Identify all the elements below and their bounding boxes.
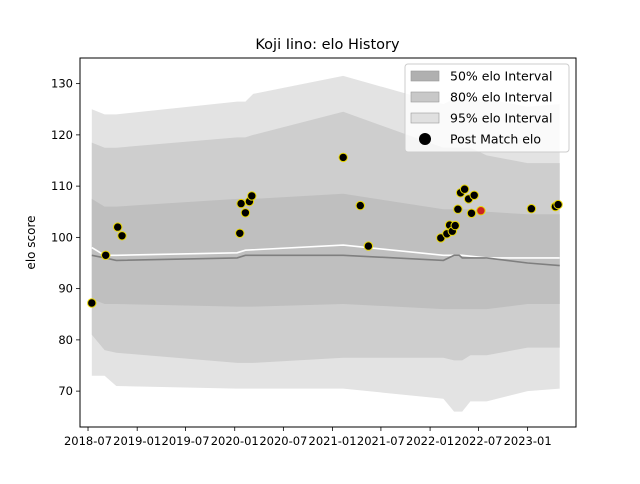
post-match-point (247, 191, 257, 201)
legend-swatch (410, 91, 440, 103)
plot-frame (79, 57, 577, 428)
legend-label: 50% elo Interval (450, 69, 552, 84)
post-match-point (236, 198, 246, 209)
chart-title: Koji Iino: elo History (255, 37, 400, 53)
post-match-point (363, 241, 374, 251)
legend-label: 80% elo Interval (450, 90, 552, 105)
post-match-point (101, 250, 111, 261)
post-match-point (87, 298, 97, 308)
y-tick-label: 90 (58, 282, 73, 296)
x-axis: 2018-07 2019-01 2019-07 2020-01 2020-07 2021-… (64, 427, 552, 448)
post-match-point (526, 204, 537, 214)
post-match-point (469, 190, 479, 201)
x-tick-label: 2019-01 (113, 434, 161, 448)
post-match-point (459, 184, 470, 194)
y-tick-label: 130 (51, 77, 73, 91)
y-tick-label: 80 (58, 333, 73, 347)
mean-line (91, 244, 560, 259)
y-tick-label: 120 (51, 128, 73, 142)
trend-lines (91, 244, 560, 267)
post-match-point (450, 220, 460, 231)
x-tick-label: 2023-01 (504, 434, 552, 448)
x-tick-label: 2021-07 (357, 434, 405, 448)
band-3 (91, 193, 560, 310)
y-tick-label: 70 (58, 384, 73, 398)
post-match-point (553, 199, 563, 210)
post-match-point (113, 222, 123, 232)
y-axis: 70 80 90 100 110 120 130 (51, 77, 80, 398)
post-match-point (476, 206, 486, 216)
post-match-point (453, 204, 463, 214)
x-tick-label: 2021-01 (309, 434, 357, 448)
legend-swatch (419, 133, 431, 145)
legend-label: 95% elo Interval (450, 111, 552, 126)
x-tick-label: 2022-07 (454, 434, 502, 448)
x-tick-label: 2020-07 (259, 434, 307, 448)
post-match-point (240, 208, 251, 218)
median-line (91, 254, 560, 267)
x-tick-label: 2020-01 (211, 434, 259, 448)
post-match-point (466, 208, 477, 219)
x-tick-label: 2019-07 (162, 434, 210, 448)
legend-swatch (410, 112, 440, 124)
x-tick-label: 2018-07 (64, 434, 112, 448)
post-match-points (87, 152, 563, 308)
y-tick-label: 100 (51, 230, 73, 244)
legend-box (404, 63, 570, 153)
legend-swatch (410, 70, 440, 82)
interval-bands (91, 75, 560, 412)
legend-label: Post Match elo (450, 132, 541, 147)
x-tick-label: 2022-01 (406, 434, 454, 448)
post-match-point (117, 231, 127, 241)
post-match-point (338, 152, 348, 163)
legend: 50% elo Interval 80% elo Interval 95% elo … (404, 63, 570, 153)
post-match-point (355, 200, 365, 211)
post-match-point (235, 228, 245, 239)
y-axis-label: elo score (24, 215, 38, 269)
y-tick-label: 110 (51, 179, 73, 193)
